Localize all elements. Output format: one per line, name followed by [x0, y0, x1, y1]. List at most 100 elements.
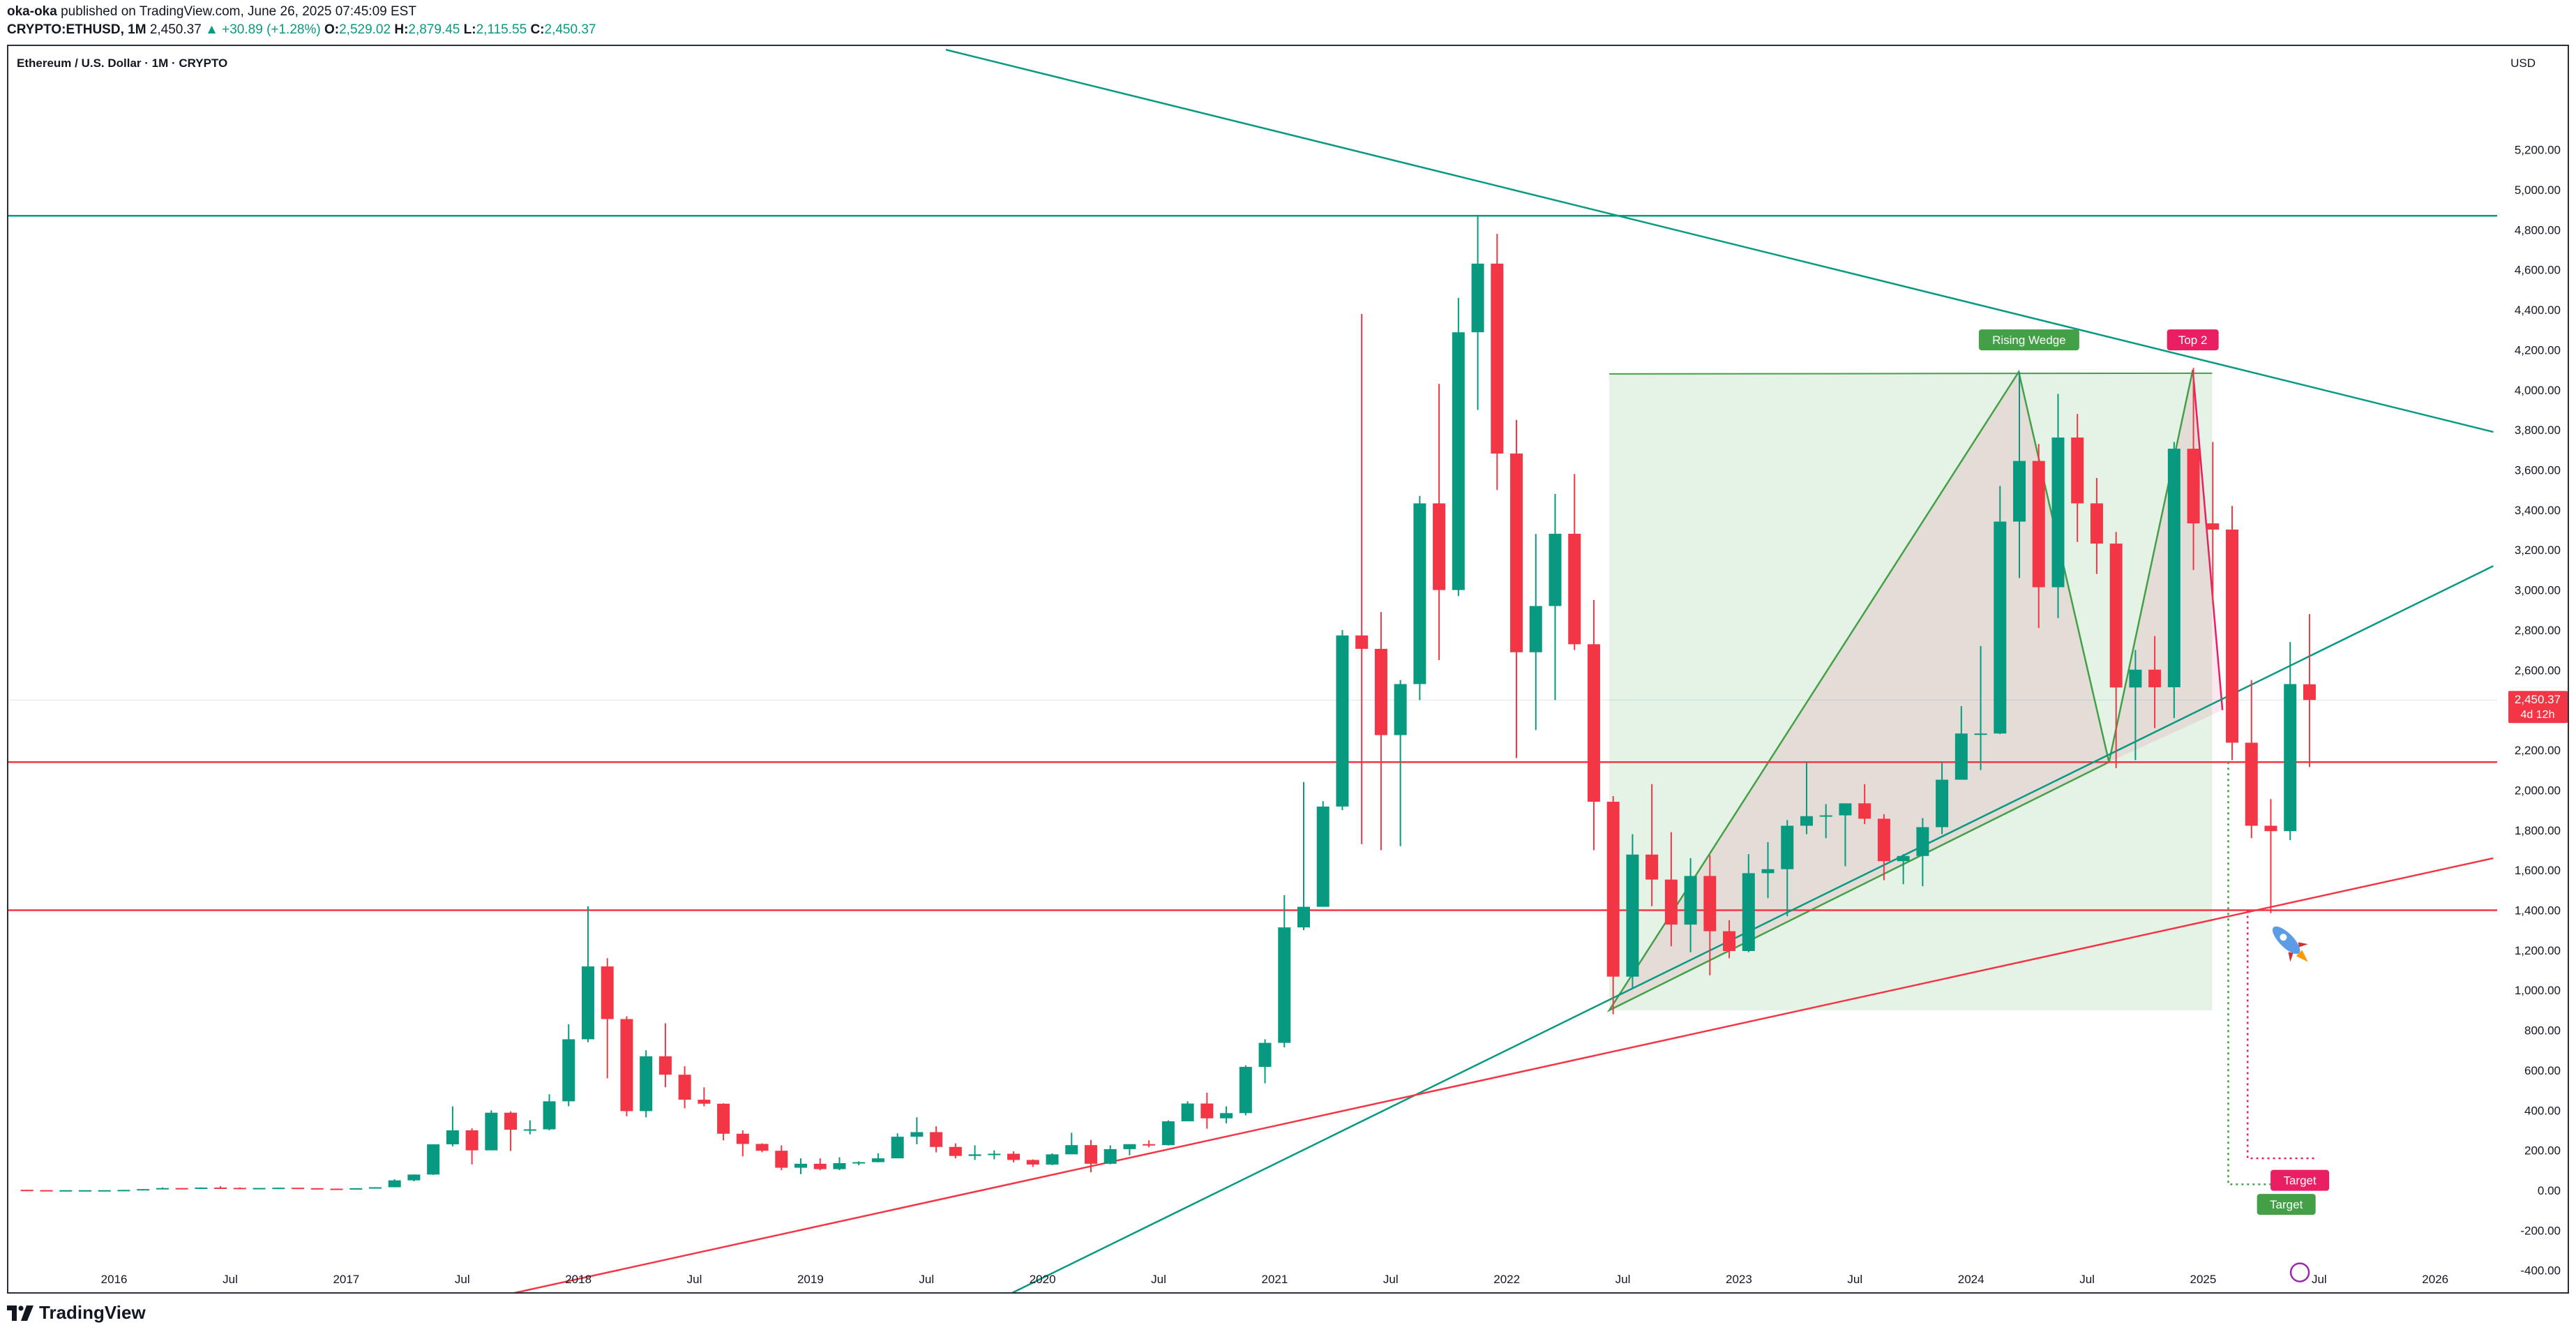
candle[interactable] — [1742, 854, 1755, 952]
candle[interactable] — [1046, 1153, 1059, 1165]
candle[interactable] — [1258, 1039, 1272, 1084]
candle[interactable] — [2167, 442, 2180, 719]
candle[interactable] — [1510, 419, 1523, 758]
candle[interactable] — [736, 1130, 749, 1157]
candle[interactable] — [1549, 493, 1562, 701]
candle[interactable] — [1278, 895, 1291, 1047]
candle[interactable] — [98, 1190, 111, 1192]
candle[interactable] — [620, 1016, 633, 1116]
candle[interactable] — [794, 1158, 808, 1174]
trend-line-1[interactable] — [984, 565, 2494, 1292]
candle[interactable] — [1143, 1140, 1156, 1148]
candle[interactable] — [1239, 1065, 1252, 1116]
candle[interactable] — [1297, 781, 1310, 931]
candle[interactable] — [156, 1187, 169, 1190]
candle[interactable] — [1587, 599, 1600, 851]
candle[interactable] — [930, 1126, 943, 1153]
candle[interactable] — [1065, 1132, 1078, 1155]
top2-down-leg[interactable] — [2192, 370, 2224, 710]
price-chart[interactable]: Rising Wedge Top 2 Target Target -400.00 -20… — [8, 46, 2568, 1292]
candle[interactable] — [2245, 680, 2258, 839]
candle[interactable] — [1839, 803, 1852, 867]
candle[interactable] — [891, 1133, 904, 1159]
replay-icon[interactable] — [2289, 1262, 2310, 1282]
candle[interactable] — [1471, 216, 1484, 410]
pattern-box-top-line[interactable] — [1609, 372, 2213, 375]
annotation-label-2[interactable]: Target — [2270, 1169, 2330, 1191]
candle[interactable] — [1974, 645, 1987, 770]
candle[interactable] — [253, 1188, 266, 1190]
candle[interactable] — [2051, 394, 2065, 618]
candle[interactable] — [504, 1111, 518, 1151]
candle[interactable] — [2226, 506, 2239, 761]
candle[interactable] — [407, 1174, 421, 1182]
candle[interactable] — [2148, 636, 2162, 728]
candle[interactable] — [137, 1188, 150, 1191]
candle[interactable] — [1858, 784, 1871, 825]
candle[interactable] — [1007, 1151, 1020, 1162]
trend-line-0[interactable] — [945, 49, 2494, 433]
candle[interactable] — [59, 1190, 73, 1192]
candle[interactable] — [968, 1145, 981, 1160]
candle[interactable] — [1026, 1159, 1039, 1167]
candle[interactable] — [485, 1110, 498, 1151]
candle[interactable] — [871, 1153, 884, 1162]
candle[interactable] — [349, 1188, 363, 1190]
candle[interactable] — [1123, 1144, 1136, 1155]
candle[interactable] — [1394, 680, 1407, 846]
candle[interactable] — [1723, 920, 1736, 959]
candle[interactable] — [465, 1128, 479, 1165]
candle[interactable] — [1897, 854, 1910, 885]
candle[interactable] — [1316, 801, 1330, 907]
candle[interactable] — [543, 1094, 556, 1130]
candle[interactable] — [1800, 762, 1813, 835]
candle[interactable] — [1181, 1101, 1194, 1122]
candle[interactable] — [1452, 297, 1465, 597]
candle[interactable] — [368, 1187, 382, 1189]
candle[interactable] — [2032, 444, 2045, 629]
candle[interactable] — [2206, 442, 2220, 604]
candle[interactable] — [1161, 1120, 1175, 1146]
candle[interactable] — [175, 1188, 188, 1190]
candle[interactable] — [79, 1190, 92, 1192]
candle[interactable] — [1916, 818, 1929, 887]
candle[interactable] — [1954, 705, 1968, 780]
candle[interactable] — [292, 1188, 305, 1190]
target-path-0[interactable] — [2227, 762, 2293, 1185]
candle[interactable] — [698, 1087, 711, 1107]
candle[interactable] — [1355, 313, 1369, 844]
candle[interactable] — [330, 1188, 343, 1190]
annotation-label-3[interactable]: Target — [2257, 1194, 2316, 1215]
candle[interactable] — [1877, 814, 1890, 881]
candle[interactable] — [852, 1161, 866, 1166]
candle[interactable] — [2109, 532, 2123, 768]
candle[interactable] — [1336, 629, 1349, 811]
candle[interactable] — [2303, 614, 2316, 768]
tradingview-logo[interactable]: TradingView — [7, 1302, 146, 1324]
candle[interactable] — [910, 1117, 924, 1145]
candle[interactable] — [117, 1190, 130, 1192]
author-name[interactable]: oka-oka — [7, 4, 57, 19]
candle[interactable] — [20, 1190, 33, 1192]
candle[interactable] — [2013, 371, 2026, 578]
candle[interactable] — [446, 1106, 459, 1146]
trend-line-2[interactable] — [472, 857, 2494, 1292]
candle[interactable] — [658, 1023, 672, 1088]
candle[interactable] — [195, 1187, 208, 1189]
symbol-label[interactable]: CRYPTO:ETHUSD, 1M — [7, 22, 146, 37]
candle[interactable] — [717, 1103, 730, 1141]
candle[interactable] — [988, 1150, 1001, 1160]
candle[interactable] — [310, 1188, 324, 1190]
candle[interactable] — [233, 1187, 246, 1190]
candle[interactable] — [1200, 1093, 1214, 1129]
candle[interactable] — [388, 1179, 401, 1188]
candle[interactable] — [2129, 650, 2142, 761]
candle[interactable] — [523, 1120, 536, 1135]
candle[interactable] — [1761, 841, 1775, 899]
candle[interactable] — [2264, 799, 2277, 913]
candle[interactable] — [1104, 1145, 1117, 1165]
candle[interactable] — [601, 958, 614, 1079]
candle[interactable] — [2284, 642, 2297, 841]
candle[interactable] — [1703, 855, 1717, 975]
candle[interactable] — [1684, 858, 1697, 952]
